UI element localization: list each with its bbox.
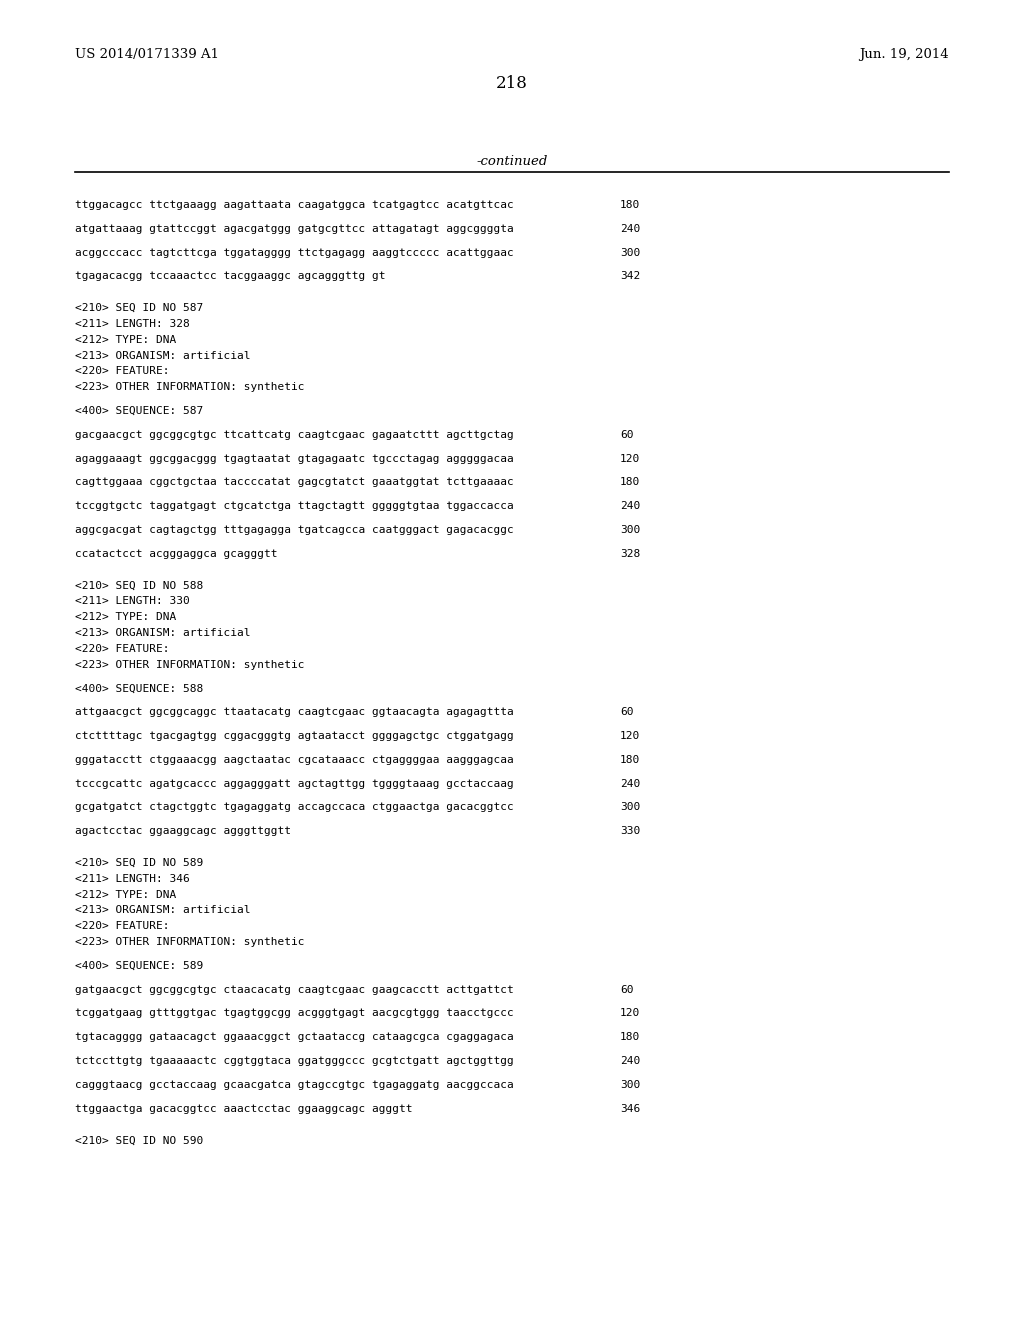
Text: <211> LENGTH: 328: <211> LENGTH: 328 xyxy=(75,319,189,329)
Text: US 2014/0171339 A1: US 2014/0171339 A1 xyxy=(75,48,219,61)
Text: tgagacacgg tccaaactcc tacggaaggc agcagggttg gt: tgagacacgg tccaaactcc tacggaaggc agcaggg… xyxy=(75,272,385,281)
Text: tgtacagggg gataacagct ggaaacggct gctaataccg cataagcgca cgaggagaca: tgtacagggg gataacagct ggaaacggct gctaata… xyxy=(75,1032,514,1043)
Text: <220> FEATURE:: <220> FEATURE: xyxy=(75,644,170,653)
Text: 300: 300 xyxy=(620,525,640,535)
Text: <223> OTHER INFORMATION: synthetic: <223> OTHER INFORMATION: synthetic xyxy=(75,660,304,669)
Text: 180: 180 xyxy=(620,1032,640,1043)
Text: ttggaactga gacacggtcc aaactcctac ggaaggcagc agggtt: ttggaactga gacacggtcc aaactcctac ggaaggc… xyxy=(75,1104,413,1114)
Text: 240: 240 xyxy=(620,779,640,788)
Text: 120: 120 xyxy=(620,1008,640,1019)
Text: <223> OTHER INFORMATION: synthetic: <223> OTHER INFORMATION: synthetic xyxy=(75,383,304,392)
Text: 120: 120 xyxy=(620,454,640,463)
Text: <210> SEQ ID NO 588: <210> SEQ ID NO 588 xyxy=(75,581,203,590)
Text: <210> SEQ ID NO 587: <210> SEQ ID NO 587 xyxy=(75,304,203,313)
Text: 300: 300 xyxy=(620,1080,640,1090)
Text: 240: 240 xyxy=(620,224,640,234)
Text: 60: 60 xyxy=(620,985,634,994)
Text: tccggtgctc taggatgagt ctgcatctga ttagctagtt gggggtgtaa tggaccacca: tccggtgctc taggatgagt ctgcatctga ttagcta… xyxy=(75,502,514,511)
Text: <211> LENGTH: 346: <211> LENGTH: 346 xyxy=(75,874,189,884)
Text: aggcgacgat cagtagctgg tttgagagga tgatcagcca caatgggact gagacacggc: aggcgacgat cagtagctgg tttgagagga tgatcag… xyxy=(75,525,514,535)
Text: <400> SEQUENCE: 589: <400> SEQUENCE: 589 xyxy=(75,961,203,970)
Text: Jun. 19, 2014: Jun. 19, 2014 xyxy=(859,48,949,61)
Text: 328: 328 xyxy=(620,549,640,558)
Text: 300: 300 xyxy=(620,248,640,257)
Text: 300: 300 xyxy=(620,803,640,812)
Text: tcggatgaag gtttggtgac tgagtggcgg acgggtgagt aacgcgtggg taacctgccc: tcggatgaag gtttggtgac tgagtggcgg acgggtg… xyxy=(75,1008,514,1019)
Text: <210> SEQ ID NO 590: <210> SEQ ID NO 590 xyxy=(75,1135,203,1146)
Text: gacgaacgct ggcggcgtgc ttcattcatg caagtcgaac gagaatcttt agcttgctag: gacgaacgct ggcggcgtgc ttcattcatg caagtcg… xyxy=(75,430,514,440)
Text: 330: 330 xyxy=(620,826,640,836)
Text: <223> OTHER INFORMATION: synthetic: <223> OTHER INFORMATION: synthetic xyxy=(75,937,304,946)
Text: <213> ORGANISM: artificial: <213> ORGANISM: artificial xyxy=(75,628,251,638)
Text: 180: 180 xyxy=(620,478,640,487)
Text: <400> SEQUENCE: 588: <400> SEQUENCE: 588 xyxy=(75,684,203,693)
Text: atgattaaag gtattccggt agacgatggg gatgcgttcc attagatagt aggcggggta: atgattaaag gtattccggt agacgatggg gatgcgt… xyxy=(75,224,514,234)
Text: acggcccacc tagtcttcga tggatagggg ttctgagagg aaggtccccc acattggaac: acggcccacc tagtcttcga tggatagggg ttctgag… xyxy=(75,248,514,257)
Text: 60: 60 xyxy=(620,708,634,717)
Text: 180: 180 xyxy=(620,201,640,210)
Text: 240: 240 xyxy=(620,1056,640,1067)
Text: ttggacagcc ttctgaaagg aagattaata caagatggca tcatgagtcc acatgttcac: ttggacagcc ttctgaaagg aagattaata caagatg… xyxy=(75,201,514,210)
Text: 240: 240 xyxy=(620,502,640,511)
Text: <210> SEQ ID NO 589: <210> SEQ ID NO 589 xyxy=(75,858,203,869)
Text: 346: 346 xyxy=(620,1104,640,1114)
Text: cagggtaacg gcctaccaag gcaacgatca gtagccgtgc tgagaggatg aacggccaca: cagggtaacg gcctaccaag gcaacgatca gtagccg… xyxy=(75,1080,514,1090)
Text: <220> FEATURE:: <220> FEATURE: xyxy=(75,921,170,931)
Text: <213> ORGANISM: artificial: <213> ORGANISM: artificial xyxy=(75,351,251,360)
Text: tctccttgtg tgaaaaactc cggtggtaca ggatgggccc gcgtctgatt agctggttgg: tctccttgtg tgaaaaactc cggtggtaca ggatggg… xyxy=(75,1056,514,1067)
Text: ctcttttagc tgacgagtgg cggacgggtg agtaatacct ggggagctgc ctggatgagg: ctcttttagc tgacgagtgg cggacgggtg agtaata… xyxy=(75,731,514,741)
Text: 60: 60 xyxy=(620,430,634,440)
Text: agaggaaagt ggcggacggg tgagtaatat gtagagaatc tgccctagag agggggacaa: agaggaaagt ggcggacggg tgagtaatat gtagaga… xyxy=(75,454,514,463)
Text: attgaacgct ggcggcaggc ttaatacatg caagtcgaac ggtaacagta agagagttta: attgaacgct ggcggcaggc ttaatacatg caagtcg… xyxy=(75,708,514,717)
Text: cagttggaaa cggctgctaa taccccatat gagcgtatct gaaatggtat tcttgaaaac: cagttggaaa cggctgctaa taccccatat gagcgta… xyxy=(75,478,514,487)
Text: <220> FEATURE:: <220> FEATURE: xyxy=(75,367,170,376)
Text: 180: 180 xyxy=(620,755,640,764)
Text: -continued: -continued xyxy=(476,154,548,168)
Text: <211> LENGTH: 330: <211> LENGTH: 330 xyxy=(75,597,189,606)
Text: <400> SEQUENCE: 587: <400> SEQUENCE: 587 xyxy=(75,407,203,416)
Text: agactcctac ggaaggcagc agggttggtt: agactcctac ggaaggcagc agggttggtt xyxy=(75,826,291,836)
Text: tcccgcattc agatgcaccc aggagggatt agctagttgg tggggtaaag gcctaccaag: tcccgcattc agatgcaccc aggagggatt agctagt… xyxy=(75,779,514,788)
Text: gatgaacgct ggcggcgtgc ctaacacatg caagtcgaac gaagcacctt acttgattct: gatgaacgct ggcggcgtgc ctaacacatg caagtcg… xyxy=(75,985,514,994)
Text: 342: 342 xyxy=(620,272,640,281)
Text: 120: 120 xyxy=(620,731,640,741)
Text: gggatacctt ctggaaacgg aagctaatac cgcataaacc ctgaggggaa aagggagcaa: gggatacctt ctggaaacgg aagctaatac cgcataa… xyxy=(75,755,514,764)
Text: 218: 218 xyxy=(496,75,528,92)
Text: <212> TYPE: DNA: <212> TYPE: DNA xyxy=(75,335,176,345)
Text: <212> TYPE: DNA: <212> TYPE: DNA xyxy=(75,890,176,900)
Text: <212> TYPE: DNA: <212> TYPE: DNA xyxy=(75,612,176,622)
Text: <213> ORGANISM: artificial: <213> ORGANISM: artificial xyxy=(75,906,251,915)
Text: gcgatgatct ctagctggtc tgagaggatg accagccaca ctggaactga gacacggtcc: gcgatgatct ctagctggtc tgagaggatg accagcc… xyxy=(75,803,514,812)
Text: ccatactcct acgggaggca gcagggtt: ccatactcct acgggaggca gcagggtt xyxy=(75,549,278,558)
